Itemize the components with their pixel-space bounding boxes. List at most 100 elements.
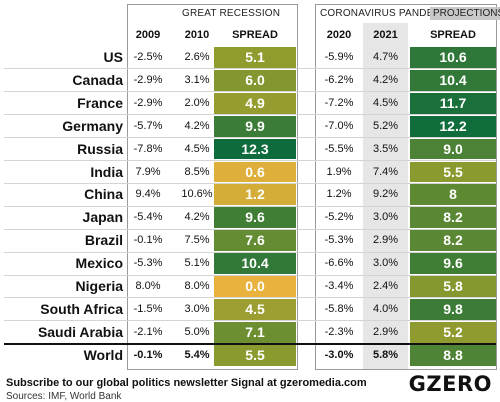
spread-gr-cell: 0.6	[214, 161, 296, 183]
spread-gr-cell: 4.9	[214, 92, 296, 114]
value-2010: 10.6%	[181, 188, 213, 201]
row-separator	[4, 251, 496, 253]
spread-covid-cell: 5.2	[410, 321, 496, 343]
row-separator	[4, 68, 496, 70]
row-separator	[4, 320, 496, 322]
value-2010: 2.6%	[184, 51, 210, 63]
value-2010: 3.0%	[184, 302, 210, 315]
value-2021: 2.9%	[372, 234, 399, 247]
value-2009: -0.1%	[133, 348, 163, 361]
value-2021: 5.8%	[372, 348, 399, 361]
spread-gr-cell: 5.5	[214, 344, 296, 366]
col-header-2020: 2020	[326, 29, 352, 41]
row-country: World	[83, 346, 123, 363]
value-2009: -1.5%	[133, 302, 163, 315]
spread-covid-cell: 10.6	[410, 47, 496, 68]
value-2021: 4.2%	[372, 73, 399, 86]
value-2021: 3.0%	[372, 257, 399, 270]
col-header-2021: 2021	[373, 29, 398, 41]
spread-covid-cell: 8.8	[410, 344, 496, 366]
subscribe-note: Subscribe to our global politics newslet…	[6, 377, 367, 389]
value-2009: -5.7%	[133, 119, 163, 132]
value-2021: 4.5%	[372, 96, 399, 109]
spread-gr-cell: 12.3	[214, 138, 296, 160]
value-2020: -3.0%	[324, 348, 354, 361]
spread-covid-cell: 9.8	[410, 298, 496, 320]
spread-gr-cell: 4.5	[214, 298, 296, 320]
projection-column-shade	[363, 23, 408, 369]
row-country: China	[84, 186, 123, 203]
value-2020: -6.6%	[324, 257, 354, 270]
value-2021: 7.4%	[372, 165, 399, 178]
value-2020: -5.5%	[324, 142, 354, 155]
row-separator	[4, 137, 496, 139]
spread-covid-cell: 5.5	[410, 161, 496, 183]
row-country: US	[103, 49, 123, 65]
spread-gr-cell: 5.1	[214, 47, 296, 68]
value-2021: 5.2%	[372, 119, 399, 132]
value-2020: -7.2%	[324, 96, 354, 109]
sources-note: Sources: IMF, World Bank	[6, 391, 122, 402]
value-2009: 9.4%	[135, 188, 161, 201]
row-country: Japan	[82, 209, 123, 226]
row-separator	[4, 91, 496, 93]
spread-gr-cell: 9.9	[214, 115, 296, 137]
value-2010: 5.1%	[184, 257, 210, 270]
col-header-spread-1: SPREAD	[232, 29, 278, 41]
spread-covid-cell: 12.2	[410, 115, 496, 137]
spread-gr-cell: 10.4	[214, 253, 296, 274]
value-2020: 1.9%	[326, 165, 352, 178]
row-separator	[4, 274, 496, 276]
value-2021: 4.7%	[372, 51, 399, 63]
spread-covid-cell: 5.8	[410, 276, 496, 297]
pandemic-panel	[315, 4, 497, 370]
value-2021: 4.0%	[372, 302, 399, 315]
value-2020: -5.3%	[324, 234, 354, 247]
row-country: France	[77, 94, 123, 111]
value-2010: 3.1%	[184, 73, 210, 86]
row-separator	[4, 114, 496, 116]
value-2010: 4.5%	[184, 142, 210, 155]
row-separator	[4, 228, 496, 230]
value-2020: -5.8%	[324, 302, 354, 315]
value-2021: 2.9%	[372, 325, 399, 338]
value-2020: -5.2%	[324, 211, 354, 224]
value-2021: 9.2%	[372, 188, 399, 201]
value-2009: -2.9%	[133, 96, 163, 109]
value-2020: -6.2%	[324, 73, 354, 86]
row-country: Mexico	[75, 255, 123, 272]
value-2010: 8.0%	[184, 280, 210, 292]
value-2020: 1.2%	[326, 188, 352, 201]
row-country: South Africa	[40, 300, 123, 317]
spread-covid-cell: 9.0	[410, 138, 496, 160]
spread-gr-cell: 7.6	[214, 230, 296, 252]
spread-covid-cell: 8.2	[410, 230, 496, 252]
spread-covid-cell: 11.7	[410, 92, 496, 114]
spread-gr-cell: 6.0	[214, 69, 296, 91]
value-2009: -0.1%	[133, 234, 163, 247]
value-2009: 7.9%	[135, 165, 161, 178]
value-2009: 8.0%	[135, 280, 161, 292]
spread-covid-cell: 10.4	[410, 69, 496, 91]
spread-covid-cell: 8	[410, 184, 496, 206]
row-country: Russia	[77, 140, 123, 157]
col-header-2010: 2010	[184, 29, 210, 41]
value-2010: 8.5%	[184, 165, 210, 178]
value-2010: 4.2%	[184, 119, 210, 132]
value-2010: 5.0%	[184, 325, 210, 338]
great-recession-panel	[127, 4, 298, 370]
row-separator	[4, 342, 496, 345]
row-country: Germany	[62, 117, 123, 134]
value-2021: 3.0%	[372, 211, 399, 224]
value-2009: -2.9%	[133, 73, 163, 86]
value-2021: 3.5%	[372, 142, 399, 155]
value-2009: -5.4%	[133, 211, 163, 224]
spread-gr-cell: 0.0	[214, 276, 296, 297]
spread-gr-cell: 9.6	[214, 207, 296, 229]
spread-covid-cell: 9.6	[410, 253, 496, 274]
row-separator	[4, 182, 496, 184]
value-2009: -5.3%	[133, 257, 163, 270]
row-separator	[4, 205, 496, 207]
value-2009: -7.8%	[133, 142, 163, 155]
